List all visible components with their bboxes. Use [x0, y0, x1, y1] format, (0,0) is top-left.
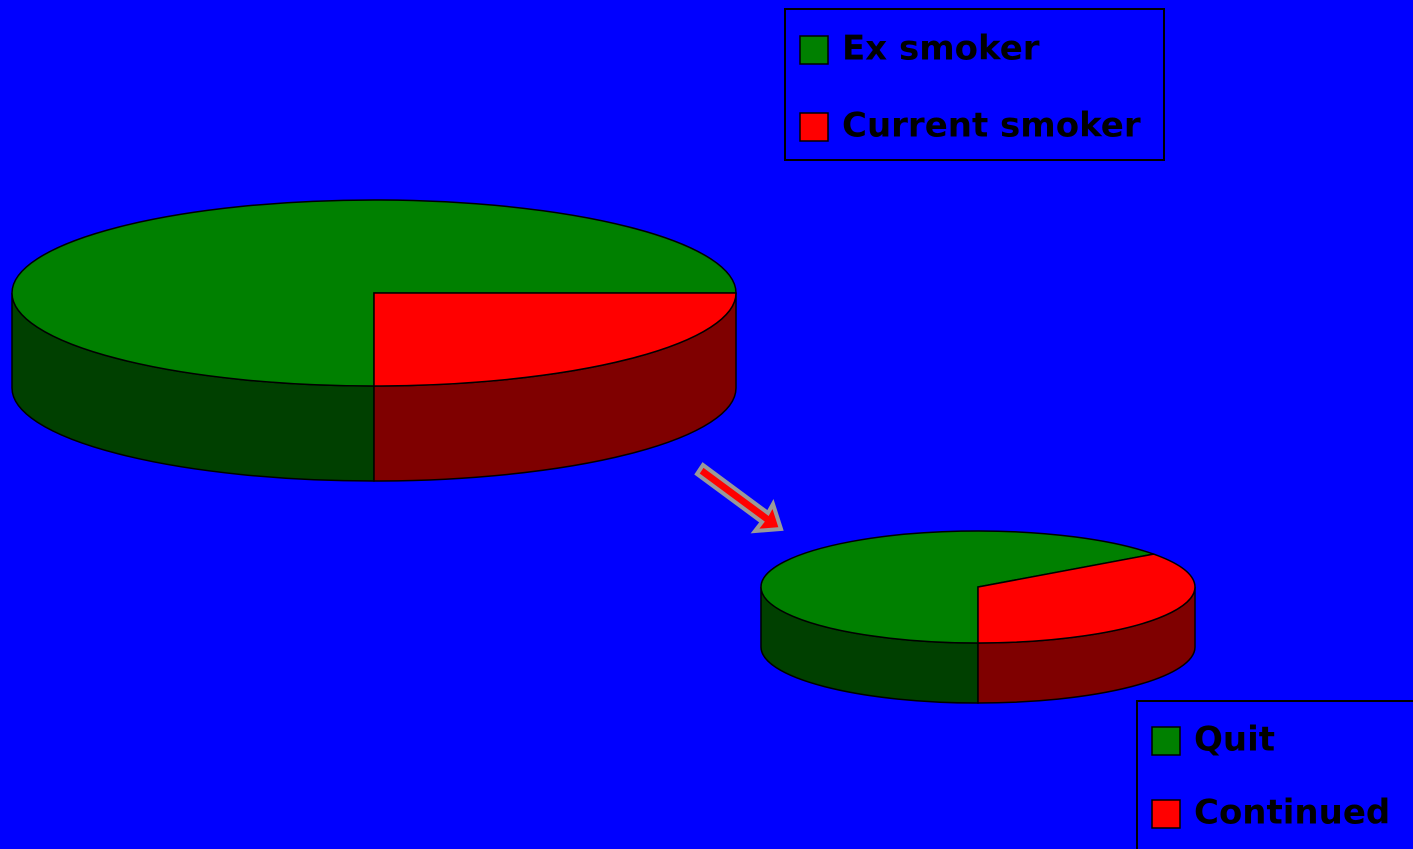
legend-swatch	[1151, 726, 1181, 756]
pie-side-shade	[978, 587, 1195, 703]
legend-swatch	[799, 112, 829, 142]
legend-label: Quit	[1194, 720, 1275, 760]
legend-label: Continued	[1194, 793, 1390, 833]
legend-label: Current smoker	[842, 106, 1141, 146]
legend-box	[1136, 700, 1413, 849]
pie-slice	[760, 530, 1157, 644]
legend-label: Ex smoker	[842, 29, 1040, 69]
pie-side-shade	[12, 293, 374, 481]
pie-side-shade	[374, 293, 736, 481]
arrow	[694, 462, 784, 534]
legend-swatch	[799, 35, 829, 65]
pie-slice	[373, 292, 737, 387]
legend-swatch	[1151, 799, 1181, 829]
pie-slice	[977, 553, 1196, 644]
legend-box	[784, 8, 1165, 161]
pie-side-shade	[761, 587, 978, 703]
